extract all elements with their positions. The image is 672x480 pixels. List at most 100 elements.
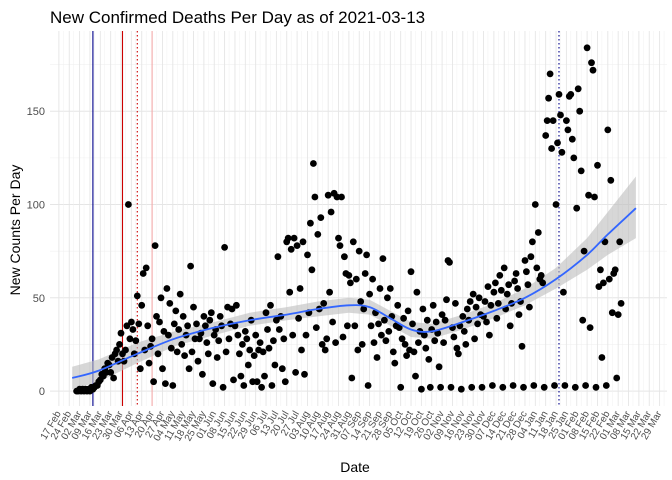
data-point xyxy=(551,382,558,389)
data-point xyxy=(577,167,585,175)
data-point xyxy=(123,322,131,330)
data-point xyxy=(492,279,499,287)
data-point xyxy=(395,324,403,331)
data-point xyxy=(287,245,295,253)
data-point xyxy=(327,208,335,216)
data-point xyxy=(616,238,624,246)
data-point xyxy=(537,272,545,279)
data-point xyxy=(583,44,591,52)
data-point xyxy=(349,238,357,246)
data-point xyxy=(278,365,286,373)
data-point xyxy=(367,322,375,330)
data-point xyxy=(524,281,532,289)
data-point xyxy=(243,335,251,343)
data-point xyxy=(431,337,439,345)
data-point xyxy=(404,307,412,315)
data-point xyxy=(549,117,557,124)
data-point xyxy=(157,294,165,302)
data-point xyxy=(468,383,476,391)
data-point xyxy=(471,335,478,343)
data-point xyxy=(576,107,584,115)
data-point xyxy=(463,305,471,313)
data-point xyxy=(555,91,563,98)
data-point xyxy=(412,372,419,380)
data-point xyxy=(586,324,594,331)
data-point xyxy=(308,266,316,274)
y-tick-label: 0 xyxy=(39,386,45,398)
data-point xyxy=(530,382,538,389)
data-point xyxy=(234,331,242,339)
data-point xyxy=(400,314,407,322)
data-point xyxy=(311,193,319,201)
data-point xyxy=(233,301,240,309)
y-axis-ticks: 0 50 100 150 xyxy=(27,106,45,398)
data-point xyxy=(207,309,215,317)
data-point xyxy=(545,94,552,102)
data-point xyxy=(354,346,362,354)
data-point xyxy=(379,255,387,262)
data-point xyxy=(503,290,511,298)
data-point xyxy=(202,322,209,330)
data-point xyxy=(127,318,135,326)
data-point xyxy=(389,348,397,356)
data-point xyxy=(126,335,134,343)
data-point xyxy=(531,201,539,208)
data-point xyxy=(600,279,607,287)
data-point xyxy=(360,305,368,313)
data-point xyxy=(336,242,344,250)
data-point xyxy=(159,365,166,373)
data-point xyxy=(267,301,274,309)
data-point xyxy=(592,383,600,391)
data-point xyxy=(426,383,434,391)
data-point xyxy=(397,383,405,391)
data-point xyxy=(435,363,443,371)
data-point xyxy=(366,290,373,298)
y-tick-label: 50 xyxy=(33,293,45,305)
data-point xyxy=(347,279,354,287)
data-point xyxy=(175,326,183,333)
data-point xyxy=(172,307,180,315)
data-point xyxy=(275,326,283,333)
data-point xyxy=(521,257,529,264)
data-point xyxy=(262,309,270,317)
data-point xyxy=(135,320,143,328)
data-point xyxy=(156,318,163,326)
data-point xyxy=(204,350,212,358)
data-point xyxy=(170,320,178,328)
data-point xyxy=(296,285,304,292)
data-point xyxy=(450,333,458,341)
data-point xyxy=(580,247,588,255)
data-point xyxy=(617,300,625,307)
data-point xyxy=(200,313,208,320)
data-point xyxy=(369,275,376,283)
data-point xyxy=(574,85,582,93)
data-point xyxy=(563,117,570,124)
y-tick-label: 100 xyxy=(27,200,45,212)
data-point xyxy=(341,253,348,261)
data-point xyxy=(357,298,365,305)
data-point xyxy=(210,331,218,339)
data-point xyxy=(203,339,211,346)
data-point xyxy=(295,314,302,322)
data-point xyxy=(520,383,527,391)
data-point xyxy=(381,316,388,324)
data-point xyxy=(193,320,200,328)
data-point xyxy=(594,161,601,169)
data-point xyxy=(570,154,578,162)
data-point xyxy=(194,357,202,365)
data-point xyxy=(299,238,307,246)
data-point xyxy=(352,275,360,283)
data-point xyxy=(484,283,492,290)
data-point xyxy=(304,251,311,259)
data-point xyxy=(150,378,158,386)
data-point xyxy=(497,286,505,294)
data-point xyxy=(301,370,308,378)
data-point xyxy=(318,341,326,348)
data-point xyxy=(302,331,310,339)
data-point xyxy=(455,350,462,358)
data-point xyxy=(486,331,493,339)
data-point xyxy=(422,344,430,352)
data-point xyxy=(483,318,490,326)
data-point xyxy=(348,374,356,382)
